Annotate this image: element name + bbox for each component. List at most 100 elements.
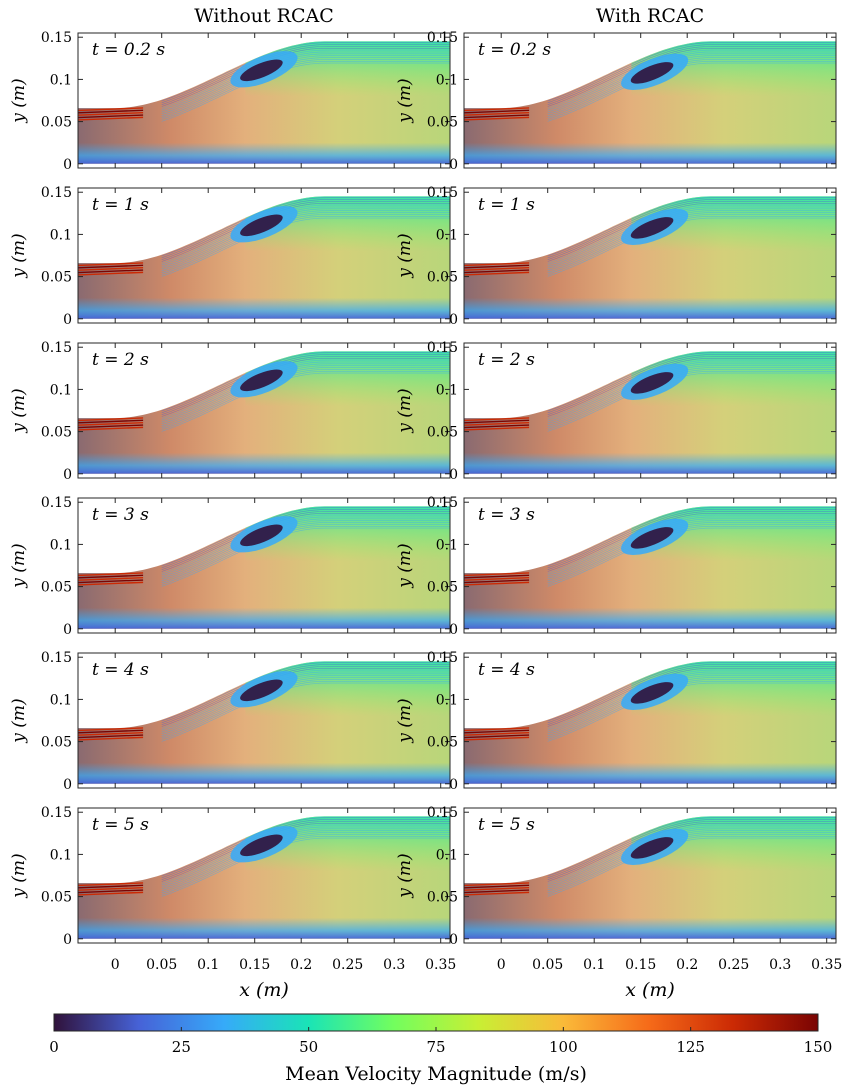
lower-boundary-layer	[464, 452, 836, 474]
y-axis-label: y (m)	[9, 78, 29, 123]
subplot: 0 0.05 0.1 0.15 y (m) t = 5 s	[395, 805, 837, 948]
wall-streak	[547, 44, 836, 104]
wall-streak	[547, 524, 836, 583]
lower-boundary-layer	[464, 297, 836, 319]
inlet-jet-streak	[464, 424, 530, 429]
wall-streak	[161, 53, 450, 113]
wall-streak	[161, 365, 450, 425]
inlet-jet-streak	[464, 111, 530, 116]
y-tick-label: 0.1	[436, 382, 458, 398]
x-tick-label: 0.2	[676, 957, 698, 973]
wall-streak	[161, 669, 450, 729]
y-tick-label: 0.05	[427, 270, 458, 286]
wall-streak	[161, 210, 450, 270]
y-tick-label: 0.05	[41, 580, 72, 596]
y-tick-label: 0.05	[41, 270, 72, 286]
inlet-jet-streak	[464, 736, 530, 741]
y-axis-label: y (m)	[395, 698, 415, 743]
wall-streak	[547, 55, 836, 115]
inlet-jet-streak	[464, 271, 530, 276]
inlet-jet-streak	[78, 889, 144, 894]
wall-streak	[161, 203, 450, 262]
wall-streak	[547, 669, 836, 729]
lower-boundary-layer	[78, 142, 450, 164]
wall-streak	[547, 204, 836, 264]
wall-streak	[547, 203, 836, 262]
wall-streak	[547, 369, 836, 428]
wall-streak	[161, 527, 450, 587]
y-tick-label: 0.1	[436, 72, 458, 88]
y-tick-label: 0.15	[427, 185, 458, 201]
wall-streak	[547, 832, 836, 892]
y-tick-label: 0.05	[41, 425, 72, 441]
y-axis-label: y (m)	[9, 233, 29, 278]
wall-streak	[547, 197, 836, 257]
vortex-core	[630, 682, 674, 704]
y-tick-label: 0.15	[41, 340, 72, 356]
y-tick-label: 0.05	[427, 425, 458, 441]
y-tick-label: 0.1	[436, 227, 458, 243]
inlet-jet-streak	[78, 886, 144, 891]
wall-streak	[161, 524, 450, 583]
y-axis-label: y (m)	[395, 543, 415, 588]
wall-streak	[547, 828, 836, 888]
y-tick-label: 0	[449, 157, 458, 173]
wall-streak	[161, 51, 450, 111]
wall-streak	[547, 365, 836, 425]
lower-boundary-layer	[78, 762, 450, 784]
inlet-jet-streak	[464, 731, 530, 736]
wall-streak	[547, 210, 836, 270]
x-tick-label: 0.25	[332, 957, 363, 973]
lower-boundary-layer	[78, 607, 450, 629]
y-tick-label: 0.1	[50, 847, 72, 863]
wall-streak	[547, 681, 836, 740]
vortex-core	[630, 837, 674, 859]
inlet-jet-streak	[78, 262, 144, 267]
lower-boundary-layer	[464, 142, 836, 164]
y-axis-label: y (m)	[9, 698, 29, 743]
wall-streak	[161, 821, 450, 880]
wall-streak	[161, 46, 450, 105]
wall-streak	[161, 61, 450, 120]
wall-streak	[547, 824, 836, 884]
inlet-jet-streak	[464, 572, 530, 577]
inlet-jet-streak	[464, 419, 530, 424]
wall-streak	[161, 836, 450, 895]
y-tick-label: 0.15	[427, 495, 458, 511]
inlet-jet-streak	[78, 116, 144, 121]
inlet-jet-streak	[464, 579, 530, 584]
lower-boundary-layer	[464, 917, 836, 939]
wall-streak	[161, 62, 450, 122]
wall-streak	[547, 673, 836, 733]
colorbar-tick-label: 125	[676, 1038, 705, 1056]
axes-frame	[77, 187, 451, 324]
inlet-jet-streak	[78, 727, 144, 732]
vortex-core	[240, 369, 283, 392]
subplot: 0 0.05 0.1 0.15 y (m) t = 2 s	[395, 340, 837, 483]
wall-streak	[161, 518, 450, 578]
lower-boundary-layer	[78, 452, 450, 474]
subplot: 0 0.05 0.1 0.15 y (m) t = 5 s	[9, 805, 451, 948]
wall-streak	[161, 513, 450, 572]
inlet-jet-streak	[78, 891, 144, 896]
wall-streak	[547, 367, 836, 427]
wall-streak	[161, 520, 450, 580]
time-label: t = 1 s	[478, 195, 535, 215]
inlet-jet-streak	[78, 419, 144, 424]
wall-streak	[547, 371, 836, 430]
wall-streak	[547, 206, 836, 266]
y-axis-label: y (m)	[395, 853, 415, 898]
y-axis-label: y (m)	[9, 543, 29, 588]
axes-frame	[77, 652, 451, 789]
inlet-jet-streak	[464, 734, 530, 739]
wall-streak	[161, 671, 450, 731]
inlet-jet-streak	[464, 269, 530, 274]
wall-streak	[161, 522, 450, 582]
x-axis-label: x (m)	[625, 979, 675, 1001]
subplot: 0 0.05 0.1 0.15 y (m) t = 3 s	[395, 495, 837, 638]
vortex-core	[240, 214, 283, 237]
subplot: 0 0.05 0.1 0.15 y (m) t = 1 s	[9, 185, 451, 328]
wall-streak	[161, 511, 450, 570]
wall-streak	[161, 359, 450, 419]
axes-frame	[463, 32, 837, 169]
